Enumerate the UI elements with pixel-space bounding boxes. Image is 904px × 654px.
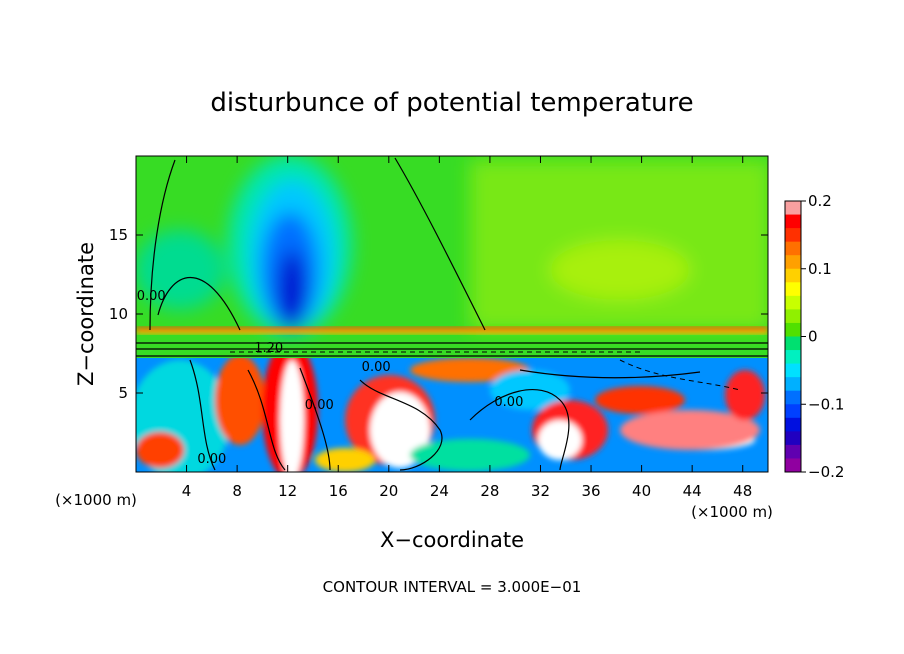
- colorbar-swatch: [785, 255, 801, 270]
- x-tick-label: 36: [581, 482, 600, 500]
- colorbar-swatch: [785, 390, 801, 405]
- contour-label: 0.00: [137, 289, 166, 304]
- y-tick-label: 5: [118, 384, 128, 402]
- x-tick-label: 20: [379, 482, 398, 500]
- x-tick-label: 8: [232, 482, 242, 500]
- contour-label: 0.00: [362, 360, 391, 375]
- colorbar-swatch: [785, 241, 801, 256]
- heatmap-field: [136, 156, 768, 472]
- x-axis-label: X−coordinate: [380, 528, 524, 552]
- colorbar-tick-label: 0.2: [808, 192, 832, 210]
- x-unit-right: (×1000 m): [691, 503, 773, 521]
- contour-label: 0.00: [197, 452, 226, 467]
- y-axis-label: Z−coordinate: [74, 242, 98, 386]
- colorbar-swatch: [785, 444, 801, 459]
- y-tick-label: 10: [109, 305, 128, 323]
- x-unit-left: (×1000 m): [55, 491, 137, 509]
- contour-interval-footer: CONTOUR INTERVAL = 3.000E−01: [323, 578, 582, 596]
- colorbar-swatch: [785, 350, 801, 365]
- colorbar-tick-label: −0.1: [808, 395, 844, 413]
- colorbar-swatch: [785, 214, 801, 229]
- chart-title: disturbunce of potential temperature: [210, 88, 693, 118]
- x-tick-label: 24: [430, 482, 449, 500]
- x-tick-label: 4: [182, 482, 192, 500]
- colorbar-swatch: [785, 268, 801, 283]
- colorbar-tick-label: 0.1: [808, 260, 832, 278]
- colorbar-swatch: [785, 201, 801, 216]
- y-tick-label: 15: [109, 226, 128, 244]
- colorbar: [784, 200, 802, 473]
- colorbar-swatch: [785, 377, 801, 392]
- colorbar-swatch: [785, 228, 801, 243]
- colorbar-swatch: [785, 363, 801, 378]
- colorbar-swatch: [785, 282, 801, 297]
- x-tick-label: 48: [733, 482, 752, 500]
- x-tick-label: 44: [683, 482, 702, 500]
- x-tick-label: 16: [329, 482, 348, 500]
- contour-label: 0.00: [305, 398, 334, 413]
- x-tick-label: 12: [278, 482, 297, 500]
- contour-label: 1.20: [254, 341, 283, 356]
- colorbar-swatch: [785, 404, 801, 419]
- colorbar-swatch: [785, 322, 801, 337]
- colorbar-swatch: [785, 431, 801, 446]
- colorbar-swatch: [785, 295, 801, 310]
- x-tick-label: 40: [632, 482, 651, 500]
- contour-label: 0.00: [494, 395, 523, 410]
- x-tick-label: 28: [480, 482, 499, 500]
- colorbar-swatch: [785, 336, 801, 351]
- colorbar-tick-label: 0: [808, 328, 818, 346]
- colorbar-tick-label: −0.2: [808, 463, 844, 481]
- x-tick-label: 32: [531, 482, 550, 500]
- colorbar-swatch: [785, 309, 801, 324]
- colorbar-swatch: [785, 458, 801, 473]
- colorbar-swatch: [785, 417, 801, 432]
